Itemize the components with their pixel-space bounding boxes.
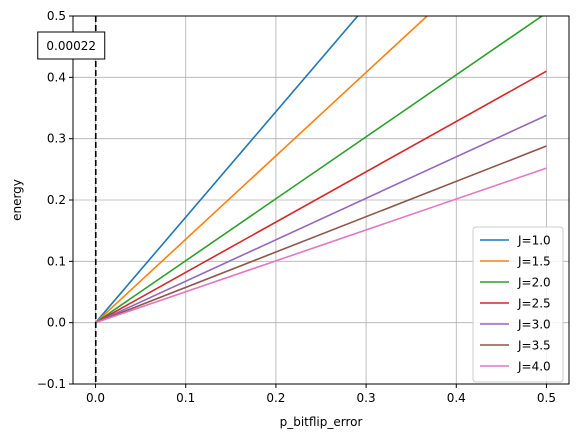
legend-frame <box>472 226 564 383</box>
legend-label: J=1.0 <box>517 234 551 248</box>
series-line <box>95 167 547 324</box>
y-tick-label: 0.1 <box>47 254 66 268</box>
y-axis-label: energy <box>10 179 24 221</box>
annotation-frame <box>37 31 106 60</box>
y-tick-label: 0.0 <box>47 316 66 330</box>
annotation-text: 0.00022 <box>46 39 96 53</box>
x-tick-label: 0.1 <box>176 391 195 405</box>
y-tick-label: −0.1 <box>37 377 66 391</box>
legend-label: J=2.0 <box>517 276 551 290</box>
series-line <box>95 145 547 324</box>
series-line <box>95 114 547 324</box>
x-axis-label: p_bitflip_error <box>280 415 363 429</box>
legend-label: J=3.0 <box>517 318 551 332</box>
legend-label: J=2.5 <box>517 297 551 311</box>
x-tick-label: 0.2 <box>266 391 285 405</box>
y-tick-label: 0.5 <box>47 9 66 23</box>
legend-label: J=1.5 <box>517 255 551 269</box>
x-tick-label: 0.0 <box>86 391 105 405</box>
series-line <box>94 16 359 324</box>
series-lines <box>94 16 547 324</box>
legend: J=1.0 J=1.5 J=2.0 J=2.5 J=3.0 J=3.5 J=4.0 <box>472 226 564 383</box>
legend-label: J=4.0 <box>517 360 551 374</box>
series-line <box>95 16 544 324</box>
x-tick-label: 0.5 <box>537 391 556 405</box>
legend-label: J=3.5 <box>517 339 551 353</box>
series-line <box>95 70 547 324</box>
x-tick-label: 0.3 <box>357 391 376 405</box>
y-tick-label: 0.2 <box>47 193 66 207</box>
x-tick-label: 0.4 <box>447 391 466 405</box>
y-tick-label: 0.4 <box>47 70 66 84</box>
annotation-box: 0.00022 <box>37 31 106 60</box>
y-tick-label: 0.3 <box>47 132 66 146</box>
axis-ticks: 0.0 0.1 0.2 0.3 0.4 0.5 −0.1 0.0 0.1 0.2 0.3 0.4 0.5 <box>37 9 556 405</box>
series-line <box>95 16 429 324</box>
